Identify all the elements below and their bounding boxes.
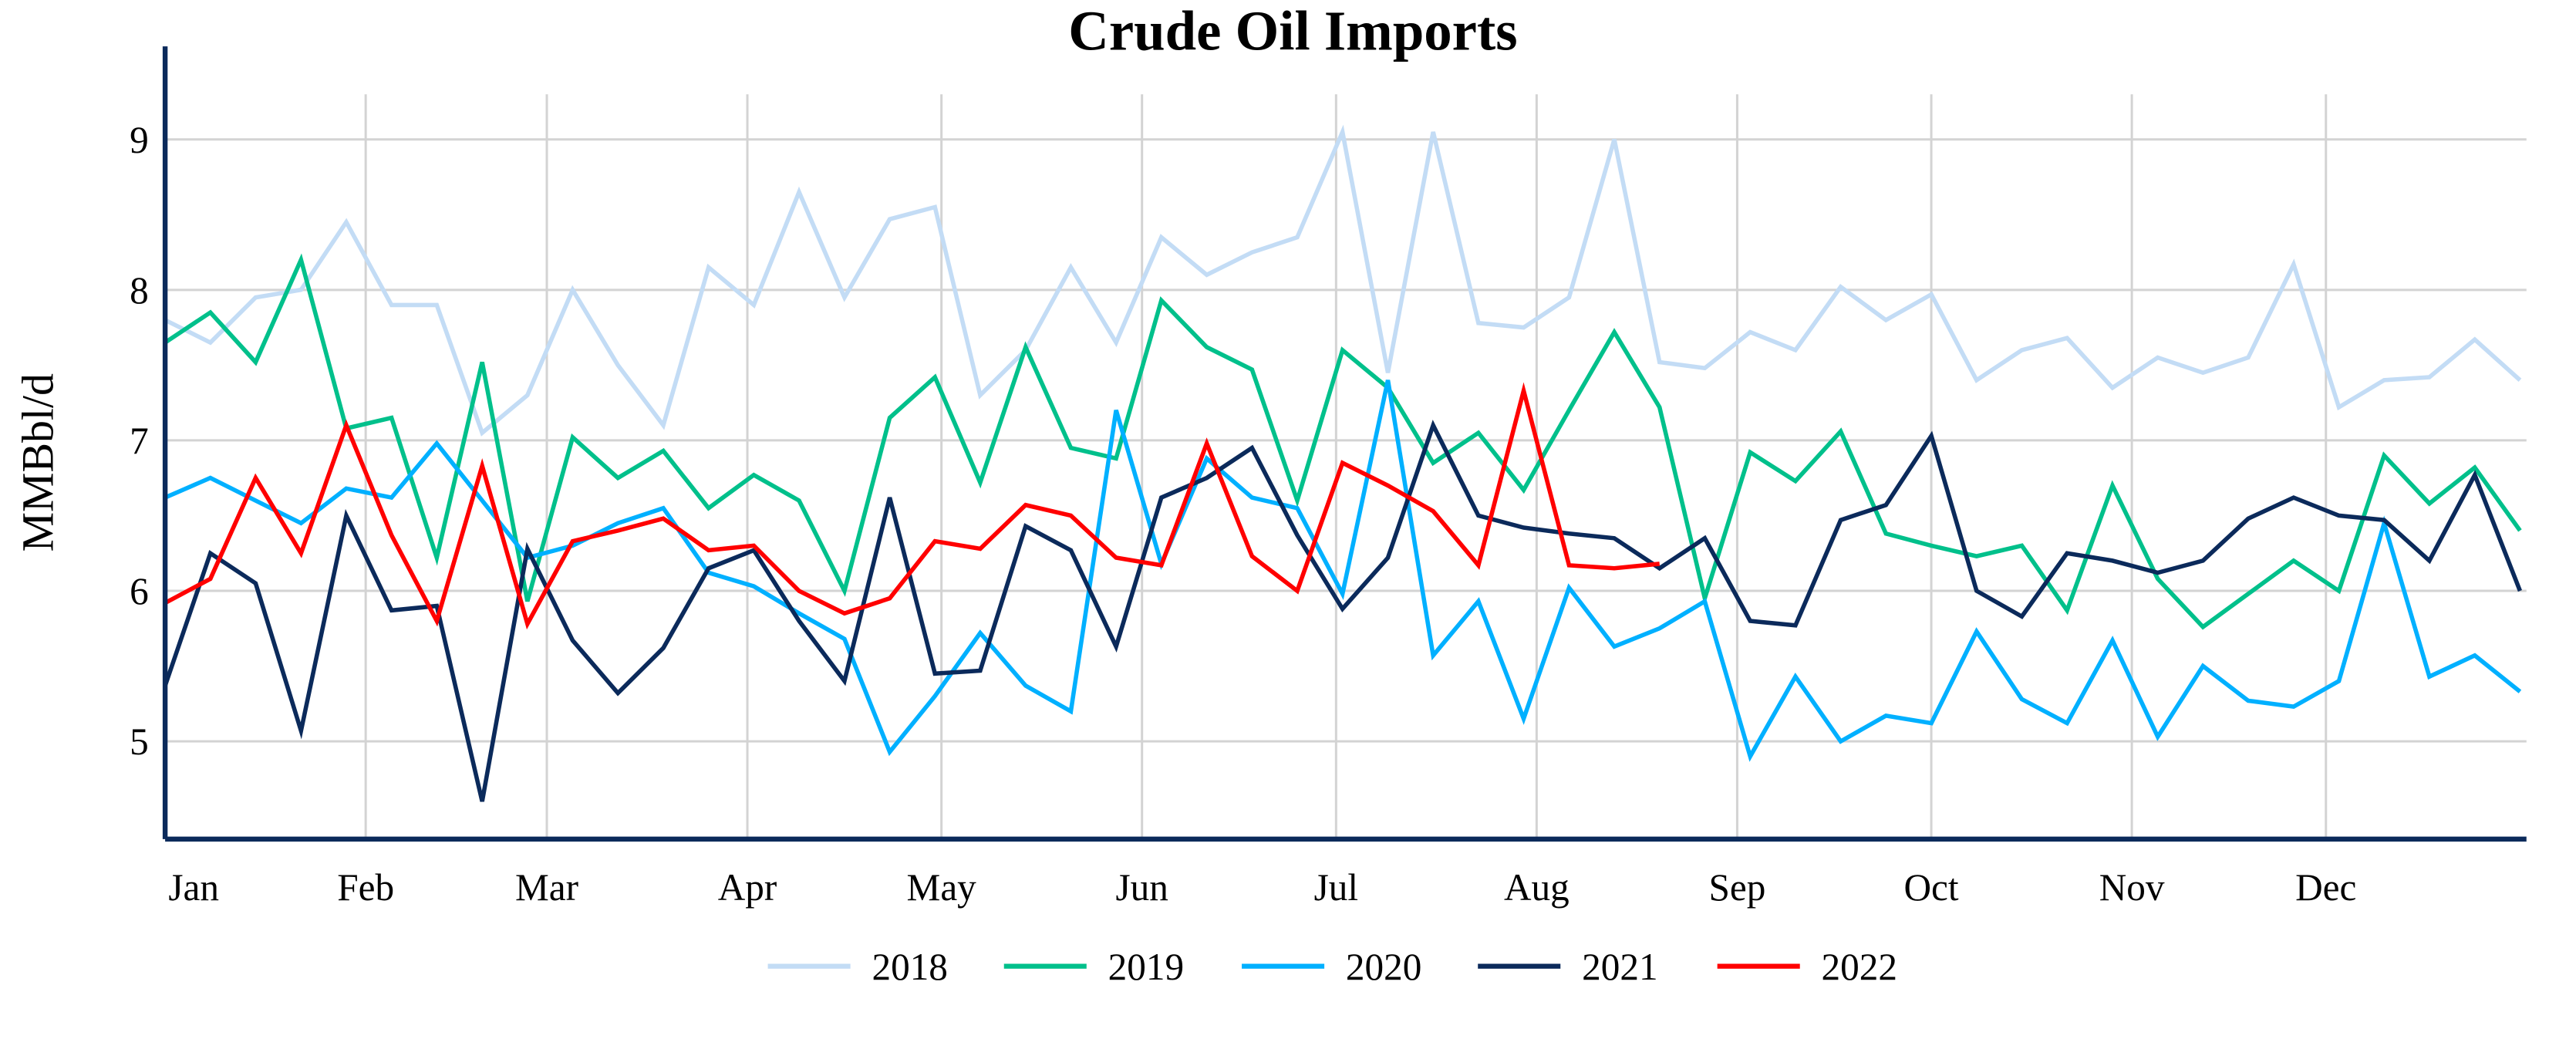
x-tick-label: Sep xyxy=(1708,866,1765,909)
series-lines xyxy=(163,124,2523,802)
x-tick-label: Jan xyxy=(168,866,219,909)
chart-title: Crude Oil Imports xyxy=(1068,0,1517,62)
x-tick-label: Dec xyxy=(2295,866,2356,909)
legend-item-2018: 2018 xyxy=(767,946,948,988)
x-tick-labels: Jan Feb Mar Apr May Jun Jul Aug Sep Oct Nov Dec xyxy=(168,866,2356,909)
y-tick-label: 6 xyxy=(130,570,149,612)
y-tick-label: 5 xyxy=(130,720,149,763)
x-tick-label: Feb xyxy=(337,866,394,909)
legend-item-2021: 2021 xyxy=(1478,946,1658,988)
x-tick-label: Jul xyxy=(1314,866,1358,909)
legend-label: 2019 xyxy=(1108,946,1184,988)
x-tick-label: Jun xyxy=(1116,866,1168,909)
series-line-2020 xyxy=(164,379,2522,762)
series-line-2019 xyxy=(164,253,2522,630)
x-tick-label: May xyxy=(907,866,977,909)
y-tick-label: 8 xyxy=(130,269,149,312)
legend-label: 2020 xyxy=(1346,946,1421,988)
legend-item-2019: 2019 xyxy=(1003,946,1184,988)
x-tick-label: Mar xyxy=(515,866,578,909)
legend-item-2020: 2020 xyxy=(1242,946,1421,988)
legend-item-2022: 2022 xyxy=(1717,946,1897,988)
x-tick-label: Nov xyxy=(2099,866,2165,909)
series-line-2018 xyxy=(164,124,2522,437)
x-tick-label: Aug xyxy=(1504,866,1570,909)
legend-label: 2021 xyxy=(1582,946,1657,988)
x-tick-label: Oct xyxy=(1904,866,1959,909)
y-axis-label: MMBbl/d xyxy=(13,373,63,551)
y-tick-labels: 5 6 7 8 9 xyxy=(130,119,149,763)
legend-label: 2018 xyxy=(872,946,947,988)
y-tick-label: 7 xyxy=(130,420,149,462)
series-line-2022 xyxy=(164,382,1661,630)
series-line-2021 xyxy=(163,420,2523,802)
legend-label: 2022 xyxy=(1822,946,1897,988)
legend: 2018 2019 2020 2021 2022 xyxy=(767,946,1897,988)
y-tick-label: 9 xyxy=(130,119,149,161)
x-tick-label: Apr xyxy=(718,866,777,909)
